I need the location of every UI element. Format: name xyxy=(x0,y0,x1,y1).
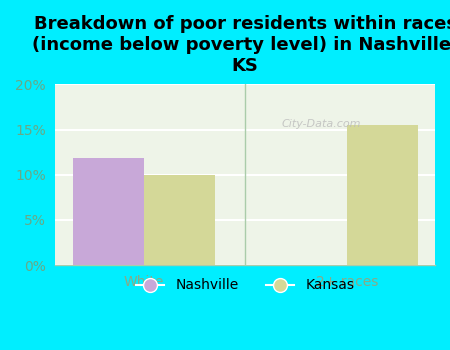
Title: Breakdown of poor residents within races
(income below poverty level) in Nashvil: Breakdown of poor residents within races… xyxy=(32,15,450,75)
Bar xyxy=(144,175,215,265)
Legend: Nashville, Kansas: Nashville, Kansas xyxy=(131,273,360,298)
Bar xyxy=(73,158,144,265)
Bar xyxy=(346,125,418,265)
Text: City-Data.com: City-Data.com xyxy=(281,119,361,129)
